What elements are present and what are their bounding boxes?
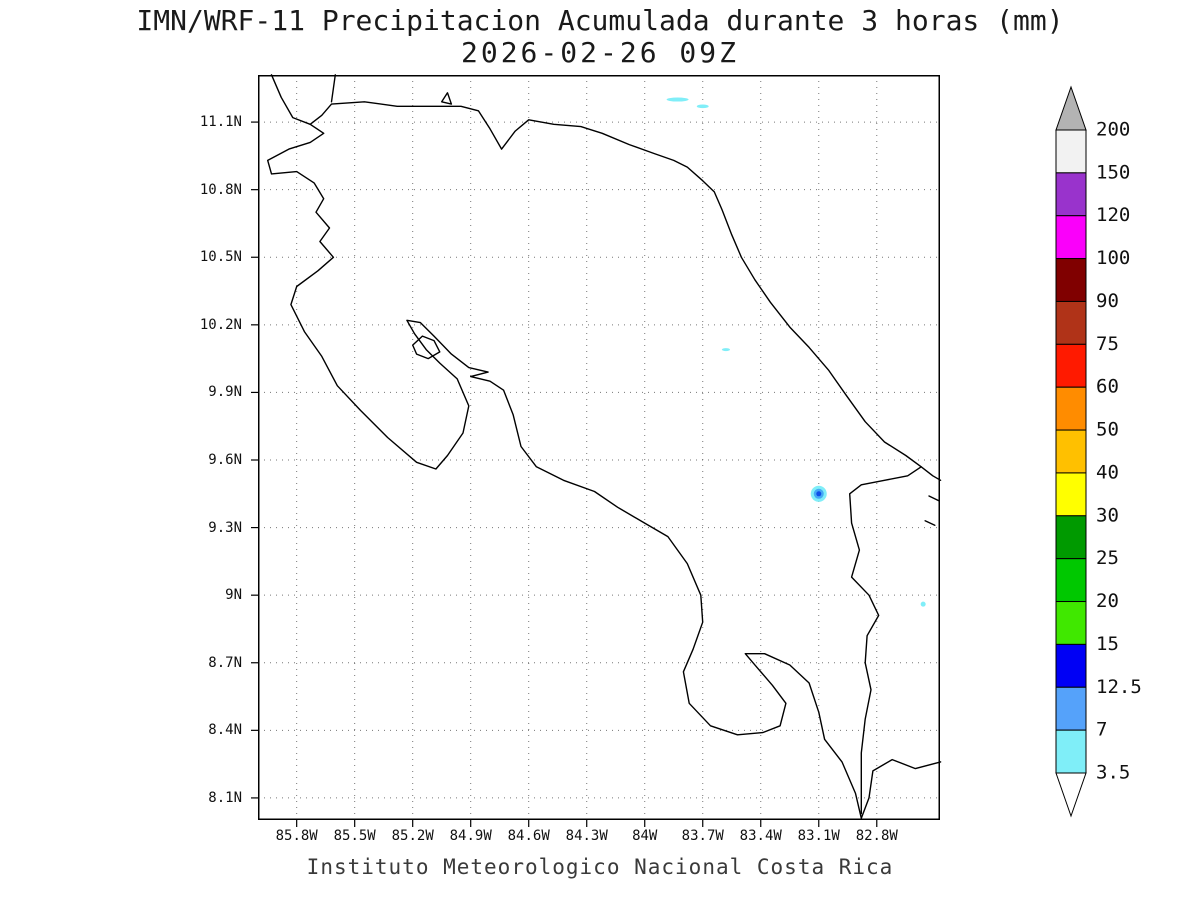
x-axis-tick-label: 83.7W [681,828,724,844]
coastline-bocas-island-1 [928,495,940,502]
y-axis-tick-label: 10.8N [199,181,242,198]
precip-spot-streak [920,601,926,607]
coastline-bocas-island-2 [924,520,936,526]
colorbar-segment [1055,472,1087,517]
colorbar-segment [1055,343,1087,388]
colorbar-segment [1055,643,1087,688]
colorbar-tick-label: 100 [1096,247,1130,269]
precip-spot-blob [816,491,822,497]
y-axis-tick-label: 9N [225,587,242,604]
colorbar-segment [1055,601,1087,645]
y-axis-tick-label: 10.2N [199,316,242,333]
x-axis-tick-label: 82.8W [855,828,898,844]
colorbar-segment [1055,258,1087,302]
colorbar-tick-label: 30 [1096,504,1119,526]
colorbar-tick-label: 75 [1096,333,1119,355]
colorbar-segment [1055,172,1087,217]
colorbar-tick-label: 40 [1096,461,1119,483]
colorbar-tick-label: 7 [1096,719,1107,741]
chart-subtitle-datetime: 2026-02-26 09Z [460,36,739,69]
colorbar-segment [1055,386,1087,431]
x-axis-tick-label: 83.4W [739,828,782,844]
y-axis-tick-label: 9.3N [208,519,242,536]
colorbar-tick-label: 20 [1096,590,1119,612]
colorbar-tick-label: 150 [1096,161,1130,183]
map-plot-area [251,74,942,827]
x-axis-tick-label: 83.1W [797,828,840,844]
coastline-chira-island [412,335,441,360]
map-frame [258,75,940,820]
coastline-lake-nicaragua-shore [330,74,336,103]
x-axis-longitude-labels: 85.8W 85.5W 85.2W 84.9W 84.6W 84.3W 84W 83.7W 83… [258,828,940,848]
y-axis-tick-label: 11.1N [199,114,242,131]
colorbar-segment [1055,129,1087,174]
colorbar-tick-label: 120 [1096,204,1130,226]
x-axis-tick-label: 85.8W [275,828,318,844]
colorbar-arrow-above-max [1055,85,1087,131]
x-axis-tick-label: 85.5W [333,828,376,844]
y-axis-latitude-labels: 11.1N 10.8N 10.5N 10.2N 9.9N 9.6N 9.3N 9N 8.7N 8.… [150,75,250,820]
y-axis-tick-label: 8.4N [208,722,242,739]
y-axis-tick-label: 9.9N [208,384,242,401]
institution-caption: Instituto Meteorologico Nacional Costa R… [306,855,894,879]
y-axis-tick-label: 8.1N [208,789,242,806]
colorbar-tick-label: 25 [1096,547,1119,569]
colorbar-tick-label: 15 [1096,633,1119,655]
y-axis-tick-label: 10.5N [199,249,242,266]
y-axis-tick-label: 9.6N [208,452,242,468]
precipitation-colorbar: 200 150 120 100 90 75 60 50 40 30 25 20 15 12.5 7 3.5 [1055,85,1142,818]
colorbar-tick-label: 12.5 [1096,676,1142,698]
colorbar-segment [1055,558,1087,603]
colorbar-segment [1055,429,1087,474]
colorbar-segment [1055,300,1087,345]
y-axis-tick-label: 8.7N [208,654,242,671]
colorbar-tick-label: 60 [1096,376,1119,398]
colorbar-tick-label: 3.5 [1096,762,1130,784]
coastline-solentiname-island [441,92,453,105]
colorbar-segment [1055,686,1087,731]
x-axis-tick-label: 84.6W [507,828,550,844]
x-axis-tick-label: 84.3W [565,828,608,844]
colorbar-arrow-below-min [1055,772,1087,818]
colorbar-segment [1055,729,1087,774]
precip-spot-streak [666,97,689,102]
precip-spot-streak [696,104,709,109]
precip-spot-streak [721,348,730,352]
x-axis-tick-label: 85.2W [391,828,434,844]
chart-title: IMN/WRF-11 Precipitacion Acumulada duran… [136,4,1064,37]
colorbar-segment [1055,515,1087,560]
coastline-pacific-coast-and-nicoya [267,74,942,819]
colorbar-segment [1055,215,1087,260]
colorbar-tick-label: 90 [1096,290,1119,312]
colorbar-tick-label: 50 [1096,419,1119,441]
x-axis-tick-label: 84.9W [449,828,492,844]
x-axis-tick-label: 84W [632,828,658,844]
coastline-panama-caribbean-coast [920,466,942,481]
coastline-nicaragua-border-and-caribbean-coast [309,101,922,815]
colorbar-tick-label: 200 [1096,119,1130,141]
